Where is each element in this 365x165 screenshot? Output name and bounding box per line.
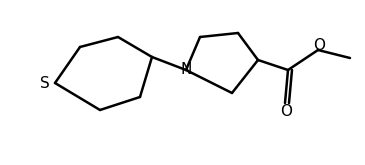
Text: S: S <box>40 76 50 90</box>
Text: O: O <box>280 104 292 119</box>
Text: N: N <box>180 63 192 78</box>
Text: O: O <box>313 37 325 52</box>
